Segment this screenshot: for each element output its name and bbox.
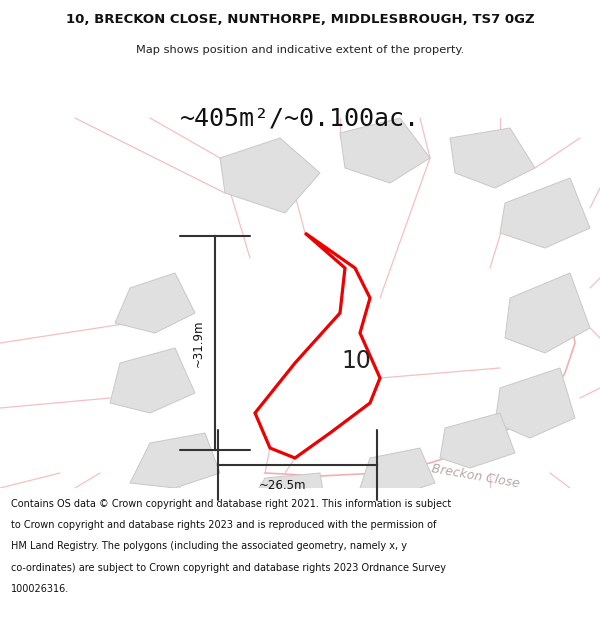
Polygon shape — [250, 473, 325, 513]
Polygon shape — [110, 348, 195, 413]
Text: Contains OS data © Crown copyright and database right 2021. This information is : Contains OS data © Crown copyright and d… — [11, 499, 451, 509]
Text: 10: 10 — [342, 349, 372, 373]
Polygon shape — [500, 178, 590, 248]
Polygon shape — [495, 368, 575, 438]
Text: 100026316.: 100026316. — [11, 584, 69, 594]
Polygon shape — [505, 273, 590, 353]
Text: ~26.5m: ~26.5m — [259, 479, 306, 492]
Text: Map shows position and indicative extent of the property.: Map shows position and indicative extent… — [136, 45, 464, 55]
Polygon shape — [255, 233, 380, 458]
Polygon shape — [220, 138, 320, 213]
Text: ~31.9m: ~31.9m — [192, 319, 205, 367]
Polygon shape — [440, 413, 515, 468]
Text: co-ordinates) are subject to Crown copyright and database rights 2023 Ordnance S: co-ordinates) are subject to Crown copyr… — [11, 562, 446, 572]
Text: HM Land Registry. The polygons (including the associated geometry, namely x, y: HM Land Registry. The polygons (includin… — [11, 541, 407, 551]
Polygon shape — [360, 448, 435, 498]
Polygon shape — [450, 128, 535, 188]
Text: to Crown copyright and database rights 2023 and is reproduced with the permissio: to Crown copyright and database rights 2… — [11, 520, 436, 530]
Polygon shape — [130, 433, 220, 488]
Text: Breckon Close: Breckon Close — [430, 462, 520, 490]
Polygon shape — [340, 118, 430, 183]
Text: 10, BRECKON CLOSE, NUNTHORPE, MIDDLESBROUGH, TS7 0GZ: 10, BRECKON CLOSE, NUNTHORPE, MIDDLESBRO… — [65, 12, 535, 26]
Polygon shape — [115, 273, 195, 333]
Text: ~405m²/~0.100ac.: ~405m²/~0.100ac. — [180, 106, 420, 130]
